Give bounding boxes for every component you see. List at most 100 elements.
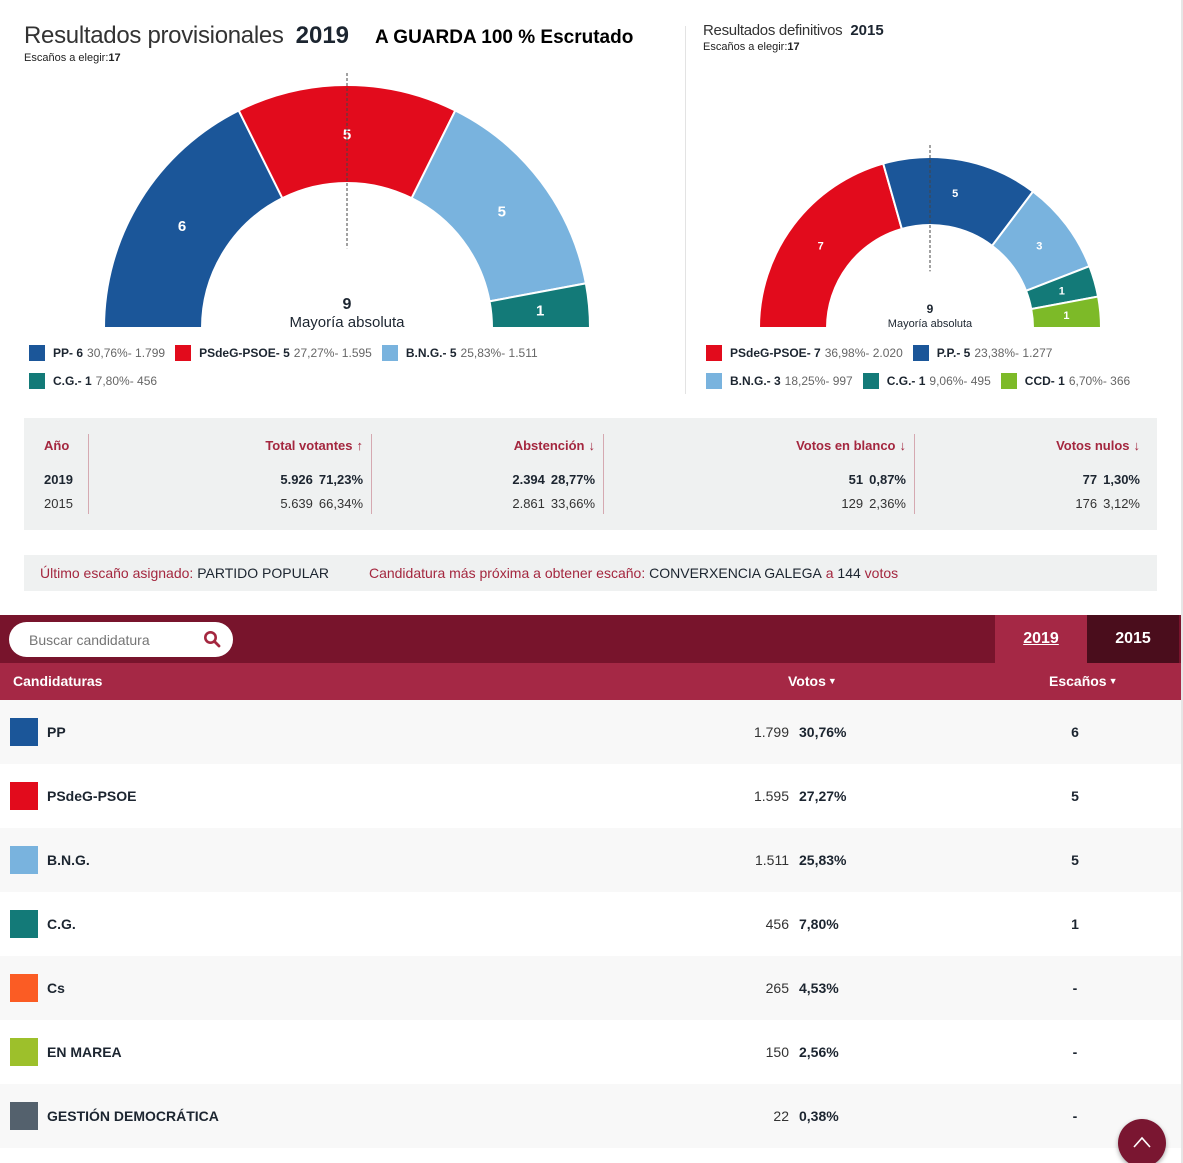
table-row[interactable]: C.G. 456 7,80% 1 [0,892,1181,956]
header-label: Votos en blanco [796,438,896,453]
table-row[interactable]: Cs 265 4,53% - [0,956,1181,1020]
legend-item: PP- 6 30,76%- 1.799 [29,339,165,367]
tab-2019[interactable]: 2019 [995,615,1087,663]
table-row[interactable]: B.N.G. 1.511 25,83% 5 [0,828,1181,892]
next-candidate-votes: 144 [837,565,861,581]
percent: 1,30% [1103,472,1140,487]
party-seats: 1 [1071,916,1079,932]
legend-item: C.G.- 1 9,06%- 495 [862,367,991,395]
majority-value: 9 [927,302,934,316]
column-header-escanos[interactable]: Escaños ▼ [1049,673,1118,689]
legend-swatch [381,345,398,361]
legend-party: CCD- 1 [1024,374,1065,388]
legend-party: C.G.- 1 [886,374,926,388]
seats-total: 17 [108,52,121,64]
summary-header-total[interactable]: Total votantes ↑ [265,438,363,453]
legend-party: PP- 6 [53,346,84,360]
party-percent: 7,80% [799,916,839,932]
results-2015-panel: Resultados definitivos 2015 Escaños a el… [703,22,1173,53]
results-table-body: PP 1.799 30,76% 6 PSdeG-PSOE 1.595 27,27% 5 B.N.… [0,700,1181,1148]
chevron-up-icon [1133,1136,1151,1148]
arrow-down-icon: ↓ [899,438,907,453]
legend-item: C.G.- 1 7,80%- 456 [29,367,157,395]
party-name: C.G. [47,916,76,932]
summary-total-2015: 5.639 66,34% [274,496,363,511]
table-row[interactable]: PP 1.799 30,76% 6 [0,700,1181,764]
legend-party: B.N.G.- 5 [405,346,457,360]
party-color-swatch [10,974,38,1002]
table-row[interactable]: EN MAREA 150 2,56% - [0,1020,1181,1084]
summary-header-abstention[interactable]: Abstención ↓ [514,438,595,453]
party-votes: 1.799 [753,724,789,740]
count: 51 [848,472,864,487]
table-row[interactable]: PSdeG-PSOE 1.595 27,27% 5 [0,764,1181,828]
legend-swatch [862,373,879,389]
party-percent: 2,56% [799,1044,839,1060]
summary-col-blank: Votos en blanco ↓ 51 0,87% 129 2,36% [603,434,914,514]
legend-party: PSdeG-PSOE- 5 [199,346,290,360]
seat-count-label: 3 [1036,240,1042,252]
column-header-votos[interactable]: Votos ▼ [788,673,837,689]
percent: 0,87% [869,472,906,487]
count: 2.861 [512,496,545,511]
party-percent: 0,38% [799,1108,839,1124]
results-2019-header: Resultados provisionales 2019 A GUARDA 1… [24,22,664,50]
party-percent: 25,83% [799,852,847,868]
seats-total: 17 [787,41,800,53]
next-candidate-value: CONVERXENCIA GALEGA [649,565,822,581]
legend-item: B.N.G.- 5 25,83%- 1.511 [381,339,538,367]
percent: 66,34% [318,496,363,511]
party-color-swatch [10,846,38,874]
legend-swatch [706,345,722,361]
percent: 71,23% [318,472,363,487]
seat-count-label: 1 [1063,310,1069,322]
seat-info-bar: Último escaño asignado: PARTIDO POPULAR … [24,555,1157,591]
scroll-to-top-button[interactable] [1118,1119,1166,1163]
results-2015-header: Resultados definitivos 2015 [703,22,1173,39]
arrow-down-icon: ↓ [588,438,596,453]
seat-count-label: 1 [536,302,544,319]
results-year: 2019 [295,22,350,49]
search-input[interactable] [29,631,199,648]
summary-blank-2019: 51 0,87% [843,472,906,487]
sort-down-icon: ▼ [1108,676,1118,686]
panel-divider [685,26,686,394]
tab-2015[interactable]: 2015 [1087,615,1179,663]
legend-stats: 30,76%- 1.799 [87,346,166,360]
party-votes: 22 [773,1108,789,1124]
party-name: B.N.G. [47,852,90,868]
seat-count-label: 1 [1059,285,1065,297]
party-seats: - [1072,980,1078,996]
legend-stats: 27,27%- 1.595 [293,346,372,360]
summary-null-2019: 77 1,30% [1077,472,1140,487]
party-percent: 4,53% [799,980,839,996]
legend-party: P.P.- 5 [936,346,971,360]
summary-header-year: Año [44,438,70,453]
seat-segment-ccd [1030,295,1103,329]
legend-swatch [1000,373,1017,389]
table-row[interactable]: GESTIÓN DEMOCRÁTICA 22 0,38% - [0,1084,1181,1148]
party-color-swatch [10,782,38,810]
percent: 2,36% [869,496,906,511]
legend-stats: 23,38%- 1.277 [974,346,1053,360]
search-icon[interactable] [203,630,221,648]
results-2019-panel: Resultados provisionales 2019 A GUARDA 1… [24,22,664,64]
next-a: a [825,565,834,581]
arrow-down-icon: ↓ [1133,438,1141,453]
summary-blank-2015: 129 2,36% [835,496,906,511]
seat-segment-c-g- [488,282,592,329]
party-percent: 30,76% [799,724,847,740]
legend-party: C.G.- 1 [53,374,92,388]
legend-item: B.N.G.- 3 18,25%- 997 [706,367,853,395]
seat-count-label: 6 [178,218,186,235]
arrow-up-icon: ↑ [356,438,364,453]
seats-label: Escaños a elegir: [24,52,109,64]
municipality-status: A GUARDA 100 % Escrutado [375,27,634,48]
summary-header-null[interactable]: Votos nulos ↓ [1056,438,1140,453]
summary-abstention-2019: 2.394 28,77% [506,472,595,487]
summary-col-abstention: Abstención ↓ 2.394 28,77% 2.861 33,66% [371,434,603,514]
summary-header-blank[interactable]: Votos en blanco ↓ [796,438,906,453]
summary-year-2019: 2019 [44,472,73,487]
count: 5.639 [280,496,313,511]
party-name: EN MAREA [47,1044,122,1060]
